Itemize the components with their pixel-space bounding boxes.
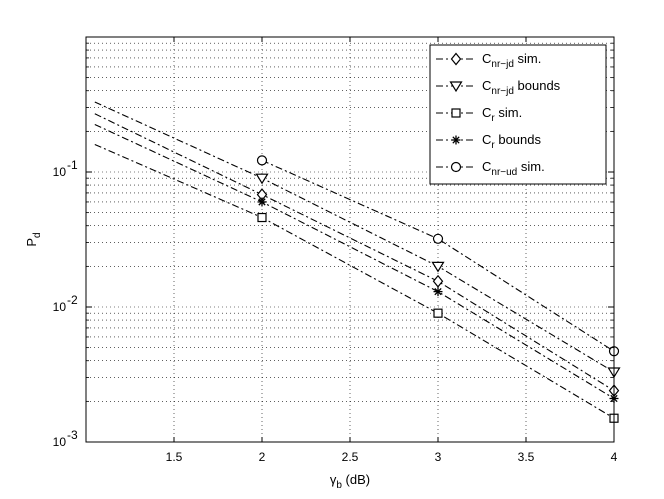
- legend-marker: [451, 108, 461, 118]
- series-line: [94, 143, 615, 419]
- legend-label: Cnr−ud sim.: [482, 159, 545, 178]
- y-tick-exponent: -1: [67, 158, 78, 172]
- x-tick-label: 1.5: [166, 450, 183, 464]
- y-tick-label: 10: [53, 165, 67, 179]
- x-tick-label: 3.5: [518, 450, 535, 464]
- x-tick-label: 2: [259, 450, 266, 464]
- y-tick-base: 10: [53, 300, 67, 314]
- series-line: [94, 101, 615, 373]
- legend-marker: [450, 52, 462, 66]
- legend: Cnr−jd sim. Cnr−jd bounds Cr sim. Cr bounds…: [429, 44, 607, 185]
- legend-label: Cnr−jd bounds: [482, 78, 561, 97]
- y-axis-label: Pd: [24, 232, 43, 246]
- x-tick-label: 2.5: [342, 450, 359, 464]
- data-point: [257, 212, 267, 223]
- data-point: [433, 287, 443, 297]
- y-tick-exponent: -2: [67, 293, 78, 307]
- y-tick-label: 10: [53, 435, 67, 449]
- x-tick-label: 4: [611, 450, 618, 464]
- data-point: [257, 197, 267, 207]
- legend-label: Cnr−jd sim.: [482, 51, 541, 70]
- y-tick-exponent: -3: [67, 428, 78, 442]
- data-point: [256, 155, 268, 166]
- legend-marker: [449, 81, 463, 93]
- data-point: [431, 261, 445, 273]
- legend-marker: [450, 161, 462, 173]
- series-circle: [256, 155, 620, 357]
- x-axis-label: γb (dB): [330, 472, 370, 491]
- data-point: [433, 308, 443, 318]
- legend-label: Cr bounds: [482, 132, 541, 151]
- data-point: [255, 173, 269, 185]
- y-tick-label: 10: [53, 300, 67, 314]
- legend-marker: [451, 135, 461, 145]
- series-line: [94, 123, 615, 399]
- series-line: [261, 159, 615, 352]
- series-square: [94, 143, 619, 423]
- data-point: [432, 233, 444, 244]
- x-tick-label: 3: [435, 450, 442, 464]
- y-tick-base: 10: [53, 435, 67, 449]
- y-tick-base: 10: [53, 165, 67, 179]
- legend-label: Cr sim.: [482, 105, 522, 124]
- series-layer: [94, 101, 621, 423]
- series-line: [94, 113, 615, 392]
- data-point: [432, 274, 444, 288]
- ticks: 1.5 2 2.5 3 3.5 410-310-210-1: [53, 37, 618, 464]
